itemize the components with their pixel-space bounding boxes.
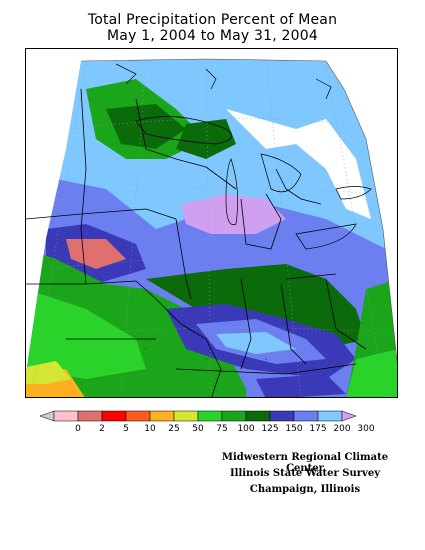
graticule	[31, 58, 397, 397]
map-date-range: May 1, 2004 to May 31, 2004	[107, 28, 318, 44]
legend-tick-label: 25	[168, 424, 180, 434]
legend-swatch	[53, 410, 79, 422]
legend-swatch	[197, 410, 223, 422]
legend-tick-label: 300	[357, 424, 375, 434]
credit-survey: Illinois State Water Survey	[229, 468, 381, 479]
legend-tick-label: 100	[237, 424, 255, 434]
state-borders	[26, 88, 367, 397]
color-legend	[40, 410, 357, 422]
legend-tick-label: 150	[285, 424, 303, 434]
field-50-75	[26, 361, 71, 384]
legend-swatch	[173, 410, 199, 422]
precipitation-map	[25, 48, 398, 398]
great-lakes-white	[226, 109, 371, 219]
legend-swatch	[149, 410, 175, 422]
legend-tick-label: 125	[261, 424, 279, 434]
field-75-100	[26, 289, 146, 379]
grid-dots	[125, 248, 327, 360]
field-300-plus	[181, 194, 286, 234]
legend-arrow-high	[341, 410, 357, 422]
legend-tick-label: 10	[144, 424, 156, 434]
field-150-175-south	[256, 374, 346, 397]
legend-swatch	[269, 410, 295, 422]
lake-outlines	[115, 63, 372, 250]
legend-swatch	[245, 410, 271, 422]
legend-tick-label: 75	[216, 424, 228, 434]
legend-tick-label: 2	[99, 424, 105, 434]
legend-tick-label: 200	[333, 424, 351, 434]
field-125-150-superior	[176, 119, 236, 159]
legend-swatch	[77, 410, 103, 422]
legend-swatch	[101, 410, 127, 422]
legend-tick-label: 0	[75, 424, 81, 434]
field-200-300-ohio	[216, 332, 296, 354]
credit-location: Champaign, Illinois	[249, 484, 361, 495]
legend-tick-label: 50	[192, 424, 204, 434]
legend-swatch	[221, 410, 247, 422]
legend-swatch	[293, 410, 319, 422]
legend-arrow-low	[40, 410, 55, 422]
legend-swatch	[125, 410, 151, 422]
legend-tick-label: 175	[309, 424, 327, 434]
credit-center: Midwestern Regional Climate Center	[221, 452, 389, 474]
legend-swatch	[317, 410, 343, 422]
map-title: Total Precipitation Percent of Mean	[87, 12, 338, 28]
field-2-5-spot	[66, 239, 126, 269]
legend-tick-label: 5	[123, 424, 129, 434]
field-75-100-east	[346, 349, 397, 397]
